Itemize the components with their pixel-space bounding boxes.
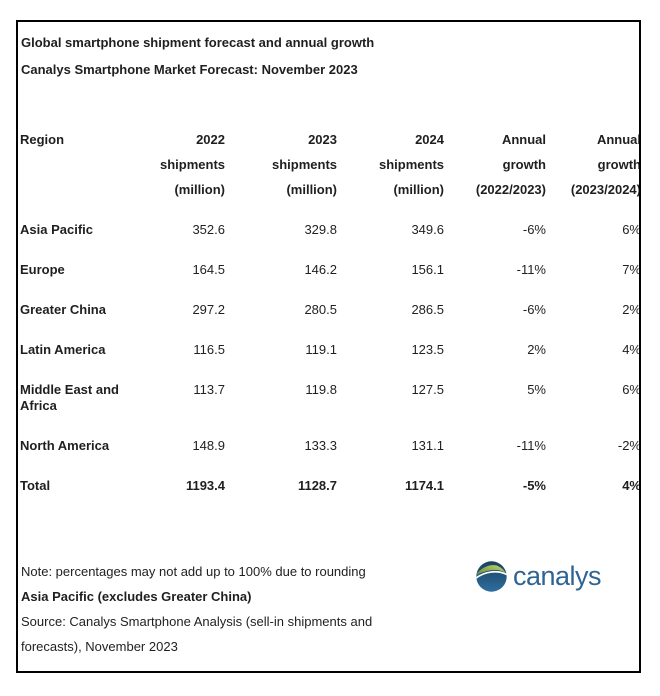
value-cell: 119.1 bbox=[305, 342, 337, 357]
value-cell: 1128.7 bbox=[297, 478, 337, 493]
table-header-row: Region 2022 shipments (million) 2023 shi… bbox=[20, 127, 641, 210]
region-cell: Latin America bbox=[20, 342, 106, 357]
region-cell: Asia Pacific bbox=[20, 222, 93, 237]
title-block: Global smartphone shipment forecast and … bbox=[20, 22, 637, 83]
value-cell: 156.1 bbox=[411, 262, 444, 277]
col-header-growth-2022-2023: Annual growth (2022/2023) bbox=[475, 132, 546, 197]
table-total-row: Total 1193.4 1128.7 1174.1 -5% 4% bbox=[20, 466, 641, 506]
growth-cell: 4% bbox=[622, 342, 641, 357]
forecast-table: Region 2022 shipments (million) 2023 shi… bbox=[20, 127, 641, 506]
value-cell: 286.5 bbox=[411, 302, 444, 317]
value-cell: 113.7 bbox=[193, 382, 225, 397]
value-cell: 148.9 bbox=[192, 438, 225, 453]
col-header-2022-shipments: 2022 shipments (million) bbox=[159, 132, 225, 197]
growth-cell: 6% bbox=[622, 222, 641, 237]
value-cell: 1174.1 bbox=[404, 478, 444, 493]
source-note-line1: Source: Canalys Smartphone Analysis (sel… bbox=[21, 614, 373, 629]
table-row: Latin America 116.5 119.1 123.5 2% 4% bbox=[20, 330, 641, 370]
value-cell: 349.6 bbox=[411, 222, 444, 237]
rounding-note: Note: percentages may not add up to 100%… bbox=[21, 564, 366, 579]
region-cell: Greater China bbox=[20, 302, 106, 317]
table-row: Europe 164.5 146.2 156.1 -11% 7% bbox=[20, 250, 641, 290]
asia-pacific-exclusion-note: Asia Pacific (excludes Greater China) bbox=[21, 589, 252, 604]
canalys-logo: canalys bbox=[476, 561, 602, 592]
growth-cell: -11% bbox=[516, 438, 546, 453]
growth-cell: 6% bbox=[622, 382, 641, 397]
growth-cell: 2% bbox=[622, 302, 641, 317]
source-note-line2: forecasts), November 2023 bbox=[21, 639, 178, 654]
region-cell: North America bbox=[20, 438, 110, 453]
forecast-card: Global smartphone shipment forecast and … bbox=[16, 20, 641, 673]
value-cell: 123.5 bbox=[411, 342, 444, 357]
growth-cell: -2% bbox=[617, 438, 641, 453]
value-cell: 297.2 bbox=[192, 302, 225, 317]
region-cell: Total bbox=[20, 478, 51, 493]
table-row: Greater China 297.2 280.5 286.5 -6% 2% bbox=[20, 290, 641, 330]
col-header-2023-shipments: 2023 shipments (million) bbox=[271, 132, 337, 197]
growth-cell: -6% bbox=[522, 302, 546, 317]
value-cell: 164.5 bbox=[192, 262, 225, 277]
col-header-2024-shipments: 2024 shipments (million) bbox=[378, 132, 444, 197]
value-cell: 127.5 bbox=[411, 382, 444, 397]
value-cell: 119.8 bbox=[305, 382, 337, 397]
value-cell: 329.8 bbox=[304, 222, 337, 237]
value-cell: 146.2 bbox=[304, 262, 337, 277]
table-row: North America 148.9 133.3 131.1 -11% -2% bbox=[20, 426, 641, 466]
growth-cell: 5% bbox=[527, 382, 546, 397]
value-cell: 131.1 bbox=[411, 438, 444, 453]
table-row: Middle East and Africa 113.7 119.8 127.5… bbox=[20, 370, 641, 426]
growth-cell: -11% bbox=[516, 262, 546, 277]
growth-cell: 7% bbox=[622, 262, 641, 277]
col-header-growth-2023-2024: Annual growth (2023/2024) bbox=[570, 132, 641, 197]
value-cell: 280.5 bbox=[304, 302, 337, 317]
value-cell: 1193.4 bbox=[185, 478, 225, 493]
table-row: Asia Pacific 352.6 329.8 349.6 -6% 6% bbox=[20, 210, 641, 250]
value-cell: 133.3 bbox=[304, 438, 337, 453]
region-cell: Middle East and Africa bbox=[20, 382, 119, 413]
chart-subtitle: Canalys Smartphone Market Forecast: Nove… bbox=[21, 62, 358, 77]
col-header-region: Region bbox=[20, 132, 65, 147]
footer-block: Note: percentages may not add up to 100%… bbox=[20, 559, 637, 659]
region-cell: Europe bbox=[20, 262, 65, 277]
value-cell: 352.6 bbox=[192, 222, 225, 237]
growth-cell: 4% bbox=[622, 478, 641, 493]
growth-cell: -5% bbox=[522, 478, 546, 493]
growth-cell: 2% bbox=[527, 342, 546, 357]
canalys-globe-icon bbox=[476, 561, 507, 592]
value-cell: 116.5 bbox=[193, 342, 225, 357]
canalys-logo-text: canalys bbox=[512, 561, 602, 591]
chart-title: Global smartphone shipment forecast and … bbox=[21, 35, 375, 50]
growth-cell: -6% bbox=[522, 222, 546, 237]
